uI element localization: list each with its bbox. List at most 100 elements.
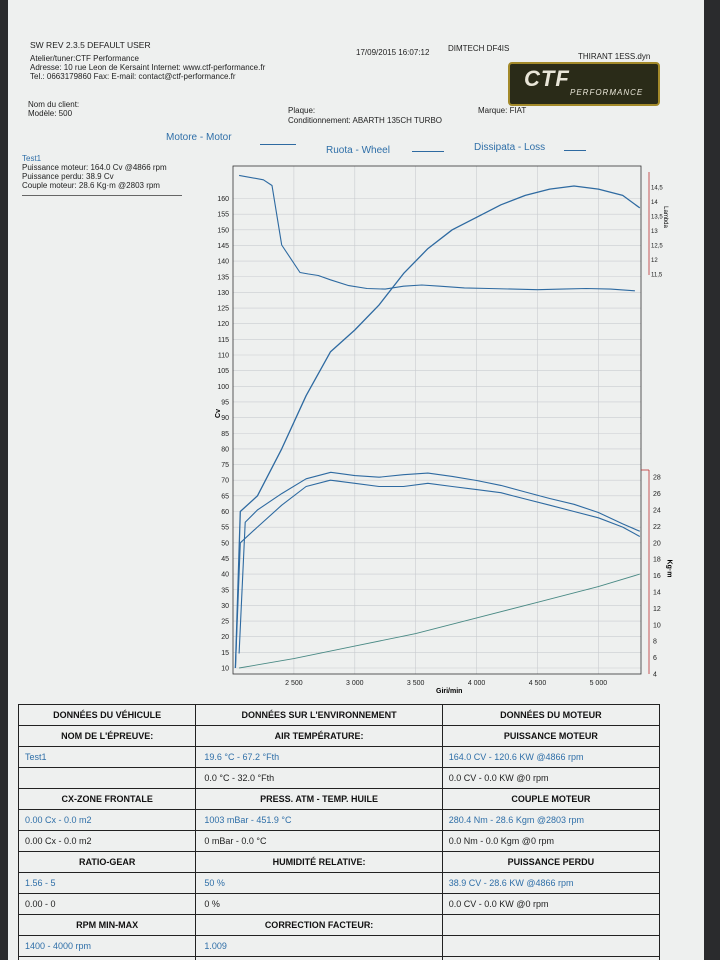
torque-tick-label: 26 <box>653 491 661 498</box>
table-cell: 280.4 Nm - 28.6 Kgm @2803 rpm <box>441 809 661 831</box>
torque-tick-label: 28 <box>653 475 661 482</box>
y-tick-label: 145 <box>217 243 229 250</box>
table-row: 1400 - 4000 rpm 1.009 <box>17 935 661 957</box>
atelier-label: Atelier/tuner:CTF Performance <box>30 54 139 63</box>
table-header-row: DONNÉES DU VÉHICULE DONNÉES SUR L'ENVIRO… <box>17 704 661 726</box>
environment-data-header: DONNÉES SUR L'ENVIRONNEMENT <box>195 704 443 726</box>
torque-tick-label: 12 <box>653 606 661 613</box>
torque-tick-label: 8 <box>653 639 657 646</box>
legend-motor-label: Motore - Motor <box>166 132 232 143</box>
table-cell: 164.0 CV - 120.6 KW @4866 rpm <box>441 746 661 768</box>
y-tick-label: 115 <box>218 337 229 344</box>
table-cell: 1.56 - 5 <box>17 872 197 894</box>
table-cell: 0.0 CV - 0.0 KW @0 rpm <box>441 893 661 915</box>
results-divider <box>22 195 182 196</box>
y-tick-label: 30 <box>221 603 229 610</box>
dyno-file-name: THIRANT 1ESS.dyn <box>578 52 651 61</box>
table-row: 0.00 Cx - 0.0 m2 1003 mBar - 451.9 °C 280.… <box>17 809 661 831</box>
table-cell: RPM MIN-MAX <box>17 914 197 936</box>
torque-tick-label: 20 <box>653 540 661 547</box>
table-cell <box>441 956 661 960</box>
table-row: CX-ZONE FRONTALE PRESS. ATM - TEMP. HUILE… <box>17 788 661 810</box>
x-tick-label: 3 500 <box>407 680 425 687</box>
logo-sub-text: PERFORMANCE <box>570 88 644 97</box>
table-row: 1.56 - 5 50 % 38.9 CV - 28.6 KW @4866 rpm <box>17 872 661 894</box>
y-tick-label: 150 <box>217 227 229 234</box>
lambda-axis-label: Lambda <box>661 206 668 228</box>
y-tick-label: 65 <box>221 493 229 500</box>
table-cell: 0.0 °C - 32.0 °Fth <box>195 767 443 789</box>
lambda-tick-label: 11,5 <box>651 273 663 279</box>
y-tick-label: 125 <box>217 306 229 313</box>
x-tick-label: 2 500 <box>285 680 303 687</box>
y-tick-label: 130 <box>217 290 229 297</box>
legend-wheel-swatch <box>412 151 444 152</box>
y-tick-label: 55 <box>221 525 229 532</box>
series-line-4 <box>239 573 640 669</box>
engine-data-header: DONNÉES DU MOTEUR <box>441 704 661 726</box>
y-tick-label: 105 <box>217 368 229 375</box>
y-tick-label: 80 <box>221 446 229 453</box>
chart-grid <box>233 166 641 674</box>
y-tick-label: 25 <box>221 619 229 626</box>
y-tick-label: 160 <box>217 196 229 203</box>
lambda-tick-label: 14,5 <box>651 186 663 192</box>
torque-tick-label: 10 <box>653 622 661 629</box>
table-cell: PRESS. ATM - TEMP. HUILE <box>195 788 443 810</box>
torque-tick-label: 14 <box>653 590 661 597</box>
loss-power-result: Puissance perdu: 38.9 Cv <box>22 172 114 181</box>
table-cell: Test1 <box>17 746 197 768</box>
table-row: RPM MIN-MAX CORRECTION FACTEUR: <box>17 914 661 936</box>
y-tick-label: 40 <box>221 572 229 579</box>
plate-label: Plaque: <box>288 106 316 115</box>
table-cell: CX-ZONE FRONTALE <box>17 788 197 810</box>
data-table: DONNÉES DU VÉHICULE DONNÉES SUR L'ENVIRO… <box>17 704 661 960</box>
table-row: 0.0 °C - 32.0 °Fth 0.0 CV - 0.0 KW @0 rpm <box>17 767 661 789</box>
x-axis-label: Giri/min <box>436 688 463 695</box>
lambda-tick-label: 13 <box>651 229 658 235</box>
table-row: 0.00 Cx - 0.0 m2 0 mBar - 0.0 °C 0.0 Nm - … <box>17 830 661 852</box>
chart-ticks: 10 15 20 25 30 35 40 45 50 55 60 65 70 75 80 85 90 95 100 1… <box>217 186 663 688</box>
legend-wheel-label: Ruota - Wheel <box>326 145 390 156</box>
logo-main-text: CTF <box>524 66 570 91</box>
lambda-tick-label: 12,5 <box>651 244 663 250</box>
torque-tick-label: 4 <box>653 672 657 679</box>
series-line-1 <box>239 174 635 292</box>
y-tick-label: 140 <box>217 259 229 266</box>
model-label: Modèle: 500 <box>28 109 73 118</box>
y-tick-label: 135 <box>217 274 229 281</box>
series-line-2 <box>234 479 641 669</box>
test-datetime: 17/09/2015 16:07:12 <box>356 48 430 57</box>
max-power-result: Puissance moteur: 164.0 Cv @4866 rpm <box>22 163 167 172</box>
torque-tick-label: 6 <box>653 655 657 662</box>
y-tick-label: 45 <box>221 556 229 563</box>
table-row: 0 - 0 rpm <box>17 956 661 960</box>
table-cell <box>195 956 443 960</box>
table-cell: PUISSANCE PERDU <box>441 851 661 873</box>
table-cell: COUPLE MOTEUR <box>441 788 661 810</box>
y-tick-label: 95 <box>221 399 229 406</box>
table-cell: 0.00 Cx - 0.0 m2 <box>17 809 197 831</box>
brand-label: Marque: FIAT <box>478 106 527 115</box>
y-tick-label: 155 <box>217 212 229 219</box>
lambda-tick-label: 14 <box>651 200 658 206</box>
table-cell: HUMIDITÉ RELATIVE: <box>195 851 443 873</box>
torque-axis-label: Kg·m <box>665 559 673 578</box>
table-row: RATIO-GEAR HUMIDITÉ RELATIVE: PUISSANCE PE… <box>17 851 661 873</box>
x-tick-label: 4 000 <box>468 680 486 687</box>
table-cell: 1003 mBar - 451.9 °C <box>195 809 443 831</box>
table-cell: NOM DE L'ÉPREUVE: <box>17 725 197 747</box>
y-tick-label: 75 <box>221 462 229 469</box>
x-tick-label: 3 000 <box>346 680 364 687</box>
ctf-performance-logo: CTF PERFORMANCE <box>508 62 660 106</box>
series-line-0 <box>234 185 641 669</box>
table-cell <box>441 914 661 936</box>
table-cell: 0 mBar - 0.0 °C <box>195 830 443 852</box>
y-axis-label: Cv <box>214 409 222 418</box>
y-tick-label: 10 <box>221 666 229 673</box>
table-cell: 19.6 °C - 67.2 °Fth <box>195 746 443 768</box>
x-tick-label: 4 500 <box>529 680 547 687</box>
max-torque-result: Couple moteur: 28.6 Kg·m @2803 rpm <box>22 181 160 190</box>
table-cell: AIR TEMPÉRATURE: <box>195 725 443 747</box>
y-tick-label: 70 <box>221 478 229 485</box>
